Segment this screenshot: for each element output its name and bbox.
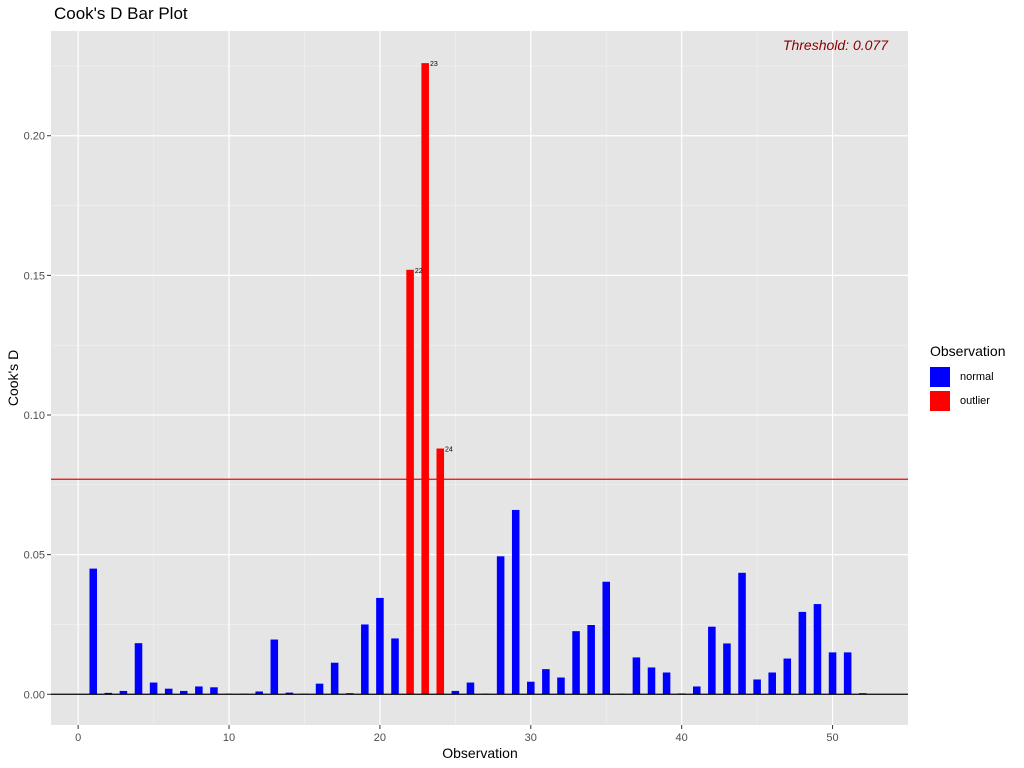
legend-swatch-outlier	[930, 391, 950, 411]
bar-obs-41	[692, 686, 701, 695]
bar-obs-3	[119, 690, 128, 695]
bar-obs-44	[738, 572, 746, 695]
y-axis-label: Cook's D	[5, 350, 21, 406]
bar-obs-31	[542, 669, 550, 695]
bar-obs-9	[210, 687, 218, 695]
y-tick-label: 0.00	[24, 689, 45, 701]
bar-obs-26	[466, 682, 475, 695]
legend-swatch-normal	[930, 367, 950, 387]
y-tick-label: 0.15	[24, 270, 45, 282]
x-axis-label: Observation	[442, 745, 517, 761]
chart-title: Cook's D Bar Plot	[54, 4, 188, 23]
bar-obs-45	[753, 679, 761, 695]
legend-label-outlier: outlier	[960, 395, 990, 407]
bar-obs-17	[330, 662, 339, 695]
x-tick-label: 40	[676, 732, 688, 744]
y-axis-ticks: 0.00 0.05 0.10 0.15 0.20	[24, 131, 51, 701]
bar-obs-32	[557, 677, 565, 695]
data-labels: 22 23 24	[415, 61, 453, 453]
bar-obs-42	[708, 626, 716, 695]
x-tick-label: 20	[374, 732, 386, 744]
threshold-label: Threshold: 0.077	[783, 37, 889, 53]
bar-obs-6	[164, 688, 173, 695]
bar-obs-49	[813, 604, 822, 695]
bar-obs-47	[783, 658, 792, 695]
bar-obs-1	[89, 568, 98, 695]
bar-obs-23	[421, 63, 429, 695]
legend-item-outlier: outlier	[930, 389, 1005, 413]
bar-obs-48	[798, 611, 807, 695]
bar-obs-37	[632, 657, 641, 695]
bar-obs-29	[511, 509, 520, 695]
bars	[89, 63, 867, 695]
x-tick-label: 30	[525, 732, 537, 744]
bar-obs-20	[376, 597, 384, 695]
data-label-24: 24	[445, 447, 453, 454]
bar-obs-19	[361, 624, 369, 695]
bar-obs-46	[768, 672, 776, 695]
bar-obs-38	[647, 667, 656, 695]
bar-obs-25	[451, 690, 460, 695]
bar-obs-13	[270, 639, 279, 695]
bar-obs-16	[315, 683, 324, 695]
bar-obs-12	[255, 691, 263, 695]
x-tick-label: 50	[826, 732, 838, 744]
x-tick-label: 0	[75, 732, 81, 744]
bar-obs-51	[843, 652, 852, 695]
data-label-23: 23	[430, 61, 438, 68]
bar-obs-8	[195, 686, 203, 695]
data-label-22: 22	[415, 268, 423, 275]
legend-title: Observation	[930, 343, 1006, 359]
legend: Observation normal outlier	[930, 343, 1005, 413]
bar-obs-2	[104, 692, 113, 695]
bar-obs-5	[149, 682, 158, 695]
legend-item-normal: normal	[930, 365, 1005, 389]
bar-obs-7	[180, 690, 188, 695]
y-tick-label: 0.20	[24, 131, 45, 143]
bar-obs-35	[602, 581, 611, 695]
bar-obs-14	[285, 692, 294, 695]
bar-obs-43	[723, 643, 731, 695]
legend-label-normal: normal	[960, 371, 994, 383]
bar-obs-34	[587, 625, 595, 695]
y-tick-label: 0.10	[24, 410, 45, 422]
bar-obs-24	[436, 448, 445, 695]
bar-obs-39	[662, 672, 671, 695]
bar-obs-22	[406, 269, 414, 695]
bar-obs-21	[391, 638, 399, 695]
y-tick-label: 0.05	[24, 550, 45, 562]
bar-obs-33	[572, 631, 580, 695]
bar-obs-50	[828, 652, 837, 695]
bar-obs-4	[134, 643, 143, 695]
plot-panel	[51, 31, 908, 725]
bar-obs-30	[527, 681, 535, 695]
x-tick-label: 10	[223, 732, 235, 744]
bar-obs-28	[496, 556, 505, 695]
x-axis-ticks: 0 10 20 30 40 50	[75, 725, 839, 744]
